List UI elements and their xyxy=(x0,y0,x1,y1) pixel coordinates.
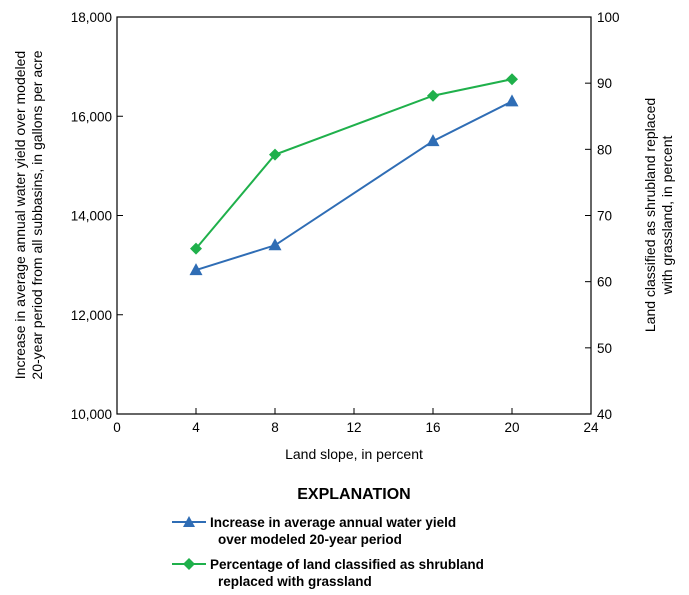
plot-frame xyxy=(116,16,592,415)
left-y-tick-label: 16,000 xyxy=(71,109,112,124)
legend-label-water-yield-line-2: over modeled 20-year period xyxy=(218,532,402,547)
right-y-tick-label: 90 xyxy=(597,76,612,91)
right-y-tick-label: 70 xyxy=(597,209,612,224)
left-axis-title-line-2: 20-year period from all subbasins, in ga… xyxy=(29,50,45,379)
diamond-point xyxy=(269,148,281,161)
legend-label-water-yield-line-1: Increase in average annual water yield xyxy=(210,515,456,530)
left-axis-title-line-1: Increase in average annual water yield o… xyxy=(12,51,28,379)
x-tick-label: 0 xyxy=(113,420,121,435)
x-tick-label: 24 xyxy=(583,420,599,435)
axis-ticks: 0 4 8 12 16 20 24 10,000 12,000 14,000 16,000 18,00… xyxy=(71,10,620,435)
x-axis-title: Land slope, in percent xyxy=(285,446,423,462)
triangle-point xyxy=(426,134,440,147)
legend: Increase in average annual water yield o… xyxy=(172,515,484,589)
x-tick-label: 12 xyxy=(346,420,361,435)
right-axis-title-line-2: with grassland, in percent xyxy=(659,136,675,296)
series-line-2 xyxy=(195,78,513,250)
left-y-tick-label: 10,000 xyxy=(71,407,112,422)
diamond-point xyxy=(190,242,202,255)
triangle-point xyxy=(189,263,203,276)
left-y-tick-label: 18,000 xyxy=(71,10,112,25)
legend-label-shrubland-line-2: replaced with grassland xyxy=(218,574,372,589)
triangle-point xyxy=(505,94,519,107)
legend-label-shrubland-line-1: Percentage of land classified as shrubla… xyxy=(210,557,484,572)
diamond-point xyxy=(427,89,439,102)
series-line-1 xyxy=(195,100,513,272)
x-tick-label: 4 xyxy=(192,420,200,435)
right-y-tick-label: 60 xyxy=(597,275,612,290)
legend-triangle-marker xyxy=(183,516,195,527)
legend-diamond-marker xyxy=(183,558,195,570)
legend-title: EXPLANATION xyxy=(297,486,410,503)
right-y-tick-label: 50 xyxy=(597,341,612,356)
left-y-tick-label: 14,000 xyxy=(71,209,112,224)
x-tick-label: 20 xyxy=(504,420,519,435)
right-axis-title-line-1: Land classified as shrubland replaced xyxy=(642,98,658,332)
data-series xyxy=(189,73,519,276)
right-y-tick-label: 100 xyxy=(597,10,620,25)
x-tick-label: 8 xyxy=(271,420,279,435)
diamond-point xyxy=(506,73,518,86)
triangle-point xyxy=(268,238,282,251)
right-y-tick-label: 80 xyxy=(597,142,612,157)
right-y-tick-label: 40 xyxy=(597,407,612,422)
left-y-tick-label: 12,000 xyxy=(71,308,112,323)
x-tick-label: 16 xyxy=(425,420,440,435)
